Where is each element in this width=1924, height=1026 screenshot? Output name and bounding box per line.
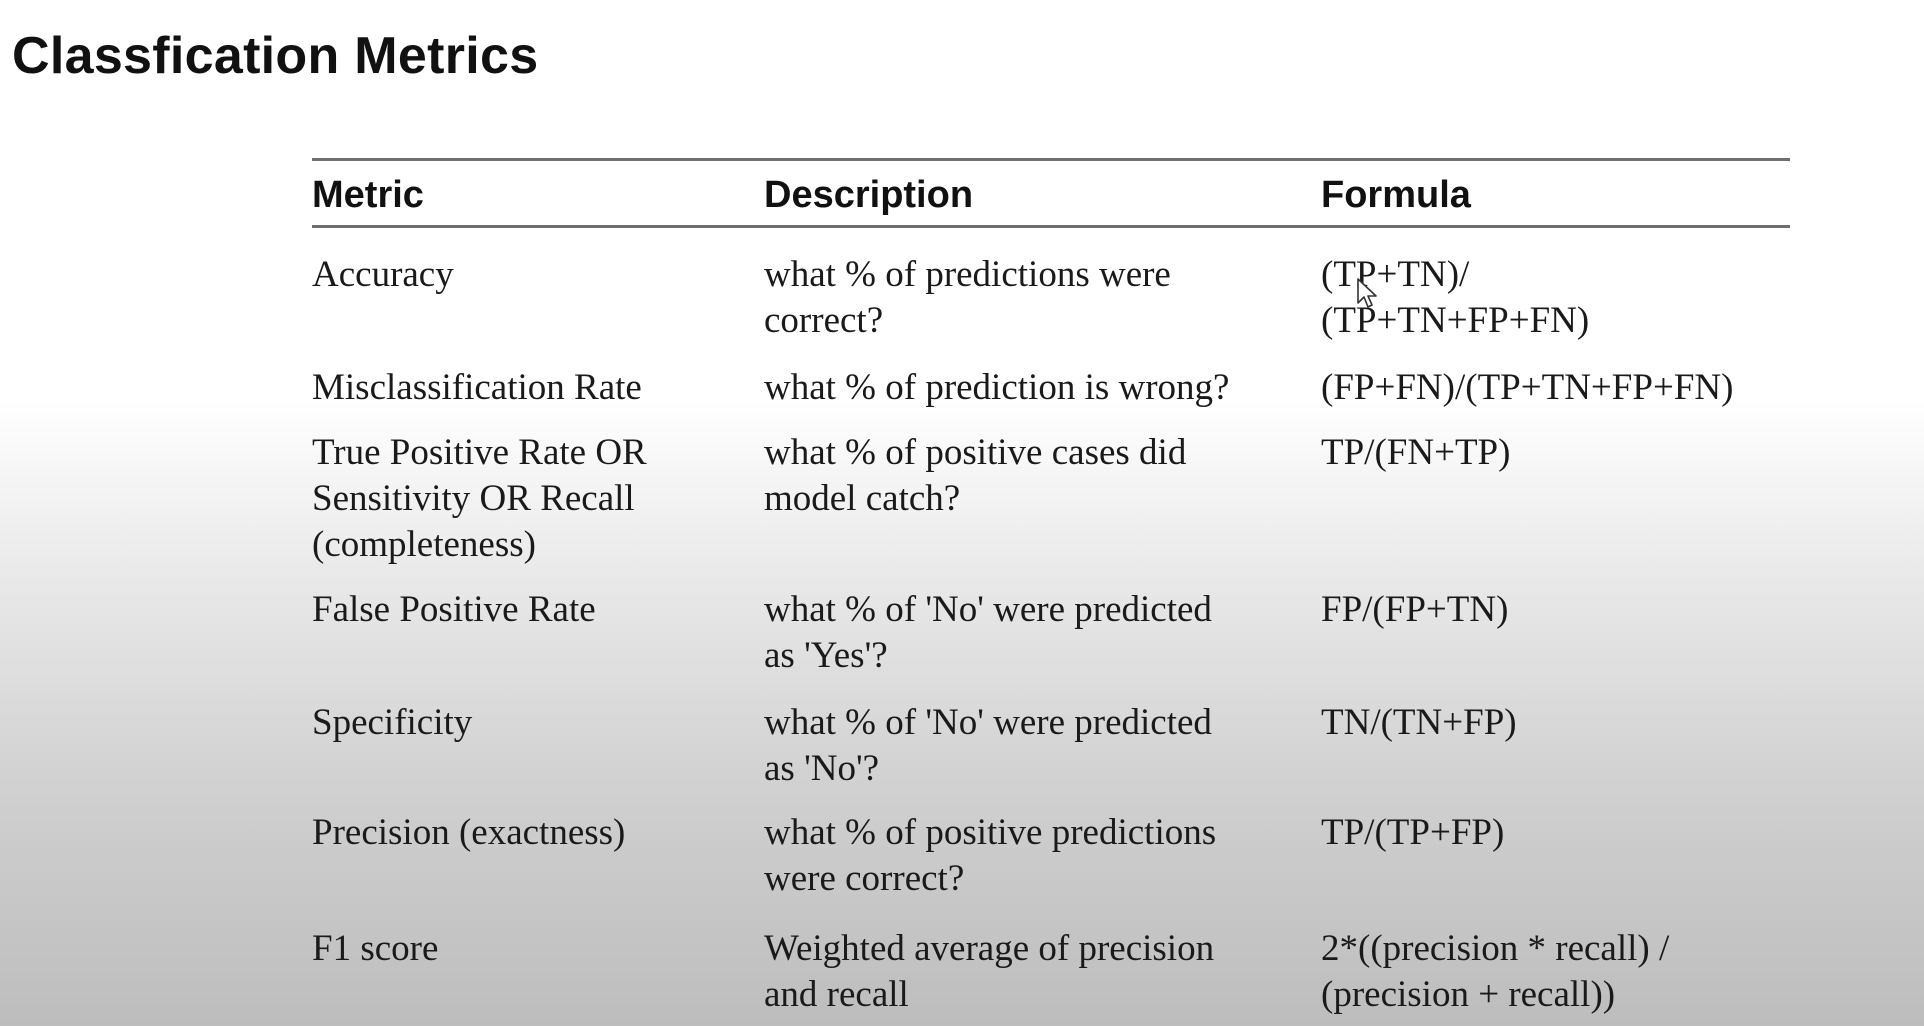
formula-cell: FP/(FP+TN)	[1321, 568, 1790, 679]
metric-line: Precision (exactness)	[312, 812, 626, 853]
description-line: correct?	[764, 300, 884, 341]
formula-line: TP/(FN+TP)	[1321, 432, 1511, 473]
description-line: what % of 'No' were predicted	[764, 589, 1212, 630]
metric-line: Specificity	[312, 702, 473, 743]
description-line: were correct?	[764, 858, 965, 899]
header-formula: Formula	[1321, 174, 1471, 216]
header-description: Description	[764, 174, 974, 216]
table-row: Precision (exactness) what % of positive…	[312, 792, 1790, 902]
metric-cell: F1 score	[312, 902, 764, 1018]
metric-line: (completeness)	[312, 524, 536, 565]
table-row: F1 score Weighted average of precision an…	[312, 902, 1790, 1018]
description-line: as 'Yes'?	[764, 635, 888, 676]
formula-cell: (FP+FN)/(TP+TN+FP+FN)	[1321, 344, 1790, 411]
description-line: as 'No'?	[764, 748, 880, 789]
metric-cell: Accuracy	[312, 227, 764, 345]
metrics-table: Metric Description Formula Accuracy what…	[312, 158, 1790, 1018]
formula-cell: (TP+TN)/ (TP+TN+FP+FN)	[1321, 227, 1790, 345]
table-row: Specificity what % of 'No' were predicte…	[312, 679, 1790, 792]
metric-line: False Positive Rate	[312, 589, 596, 630]
metric-line: F1 score	[312, 928, 439, 969]
description-cell: what % of 'No' were predicted as 'No'?	[764, 679, 1321, 792]
page-title: Classfication Metrics	[12, 27, 539, 85]
metric-line: True Positive Rate OR	[312, 432, 647, 473]
table-row: True Positive Rate OR Sensitivity OR Reca…	[312, 411, 1790, 568]
formula-line: (precision + recall))	[1321, 974, 1616, 1015]
formula-line: 2*((precision * recall) /	[1321, 928, 1670, 969]
table-row: Accuracy what % of predictions were corre…	[312, 227, 1790, 345]
metric-line: Accuracy	[312, 254, 454, 295]
description-line: what % of 'No' were predicted	[764, 702, 1212, 743]
description-cell: Weighted average of precision and recall	[764, 902, 1321, 1018]
metric-line: Misclassification Rate	[312, 367, 642, 408]
formula-line: (TP+TN+FP+FN)	[1321, 300, 1590, 341]
description-line: what % of positive cases did	[764, 432, 1187, 473]
metric-line: Sensitivity OR Recall	[312, 478, 635, 519]
table-header-row: Metric Description Formula	[312, 159, 1790, 227]
metric-cell: False Positive Rate	[312, 568, 764, 679]
description-line: and recall	[764, 974, 909, 1015]
formula-cell: TN/(TN+FP)	[1321, 679, 1790, 792]
description-line: what % of positive predictions	[764, 812, 1217, 853]
header-metric: Metric	[312, 174, 424, 216]
formula-cell: 2*((precision * recall) / (precision + re…	[1321, 902, 1790, 1018]
formula-cell: TP/(FN+TP)	[1321, 411, 1790, 568]
formula-line: (FP+FN)/(TP+TN+FP+FN)	[1321, 367, 1734, 408]
description-cell: what % of positive predictions were corre…	[764, 792, 1321, 902]
description-line: Weighted average of precision	[764, 928, 1215, 969]
description-cell: what % of 'No' were predicted as 'Yes'?	[764, 568, 1321, 679]
table-row: Misclassification Rate what % of predict…	[312, 344, 1790, 411]
formula-cell: TP/(TP+FP)	[1321, 792, 1790, 902]
table-row: False Positive Rate what % of 'No' were …	[312, 568, 1790, 679]
description-line: what % of predictions were	[764, 254, 1171, 295]
metric-cell: Misclassification Rate	[312, 344, 764, 411]
formula-line: TN/(TN+FP)	[1321, 702, 1517, 743]
description-cell: what % of positive cases did model catch?	[764, 411, 1321, 568]
description-line: what % of prediction is wrong?	[764, 367, 1230, 408]
metric-cell: Specificity	[312, 679, 764, 792]
description-cell: what % of predictions were correct?	[764, 227, 1321, 345]
metric-cell: True Positive Rate OR Sensitivity OR Reca…	[312, 411, 764, 568]
formula-line: (TP+TN)/	[1321, 254, 1470, 295]
metric-cell: Precision (exactness)	[312, 792, 764, 902]
formula-line: TP/(TP+FP)	[1321, 812, 1505, 853]
formula-line: FP/(FP+TN)	[1321, 589, 1509, 630]
description-line: model catch?	[764, 478, 961, 519]
description-cell: what % of prediction is wrong?	[764, 344, 1321, 411]
